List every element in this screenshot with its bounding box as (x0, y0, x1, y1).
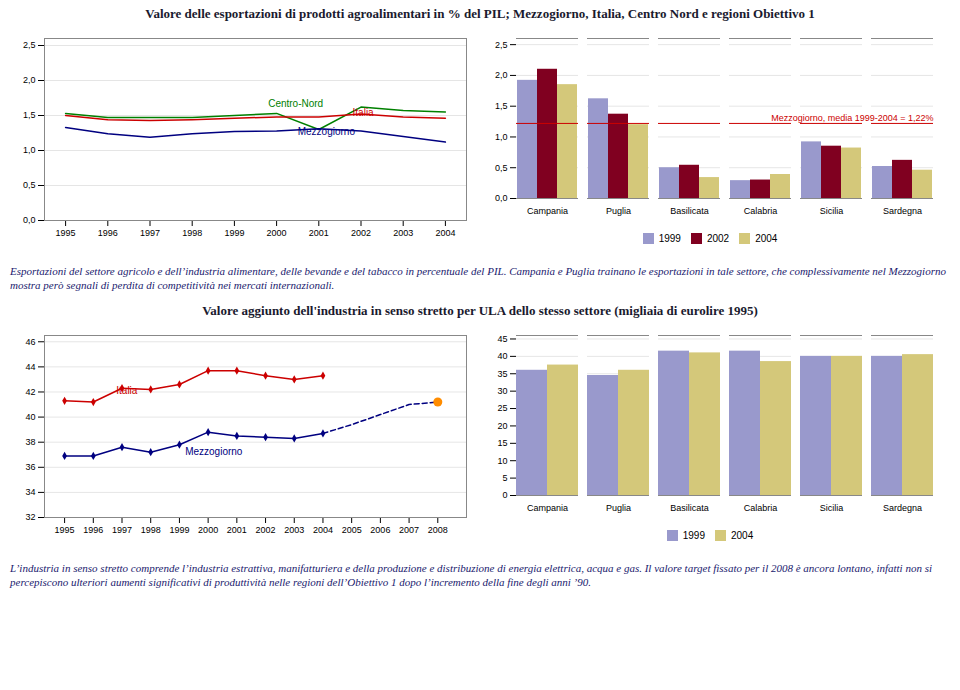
svg-text:2003: 2003 (393, 228, 413, 238)
svg-text:1997: 1997 (112, 524, 132, 534)
svg-text:1,0: 1,0 (23, 145, 36, 155)
html-text:L’industria in senso stretto c: L’industria in senso stretto comprende l… (10, 561, 932, 588)
svg-text:0: 0 (502, 490, 507, 500)
svg-text:2003: 2003 (284, 524, 304, 534)
html-text:2004: 2004 (755, 233, 778, 244)
html-text:Valore aggiunto dell'industria: Valore aggiunto dell'industria in senso … (202, 302, 758, 318)
svg-text:Campania: Campania (527, 206, 568, 216)
html-text:1999: 1999 (658, 233, 681, 244)
svg-text:34: 34 (25, 487, 35, 497)
svg-text:2,5: 2,5 (495, 40, 508, 50)
svg-text:2000: 2000 (198, 524, 218, 534)
svg-text:38: 38 (25, 437, 35, 447)
svg-text:Calabria: Calabria (744, 206, 778, 216)
svg-text:Centro-Nord: Centro-Nord (268, 98, 323, 109)
svg-text:Mezzogiorno: Mezzogiorno (185, 445, 243, 456)
svg-text:44: 44 (25, 361, 35, 371)
svg-text:32: 32 (25, 512, 35, 522)
svg-text:0,0: 0,0 (23, 215, 36, 225)
svg-text:2002: 2002 (256, 524, 276, 534)
svg-text:2004: 2004 (435, 228, 455, 238)
svg-text:1998: 1998 (182, 228, 202, 238)
html-text:2004: 2004 (731, 529, 754, 541)
svg-text:36: 36 (25, 462, 35, 472)
svg-text:1999: 1999 (169, 524, 189, 534)
svg-text:Puglia: Puglia (606, 502, 631, 512)
html-text:2002: 2002 (706, 233, 730, 244)
svg-text:5: 5 (502, 473, 507, 483)
svg-text:0,0: 0,0 (495, 193, 508, 203)
svg-text:42: 42 (25, 386, 35, 396)
svg-text:2,0: 2,0 (495, 70, 508, 80)
svg-text:2008: 2008 (428, 524, 448, 534)
svg-text:2006: 2006 (370, 524, 390, 534)
svg-text:35: 35 (497, 368, 507, 378)
svg-text:Sicilia: Sicilia (820, 206, 844, 216)
svg-text:Italia: Italia (353, 107, 375, 118)
svg-text:1996: 1996 (98, 228, 118, 238)
html-text:1999: 1999 (682, 529, 705, 541)
svg-text:Sardegna: Sardegna (883, 502, 922, 512)
svg-text:40: 40 (25, 412, 35, 422)
svg-text:46: 46 (25, 336, 35, 346)
svg-text:2001: 2001 (309, 228, 329, 238)
svg-text:Sicilia: Sicilia (820, 502, 844, 512)
svg-text:Basilicata: Basilicata (670, 502, 709, 512)
svg-text:2,5: 2,5 (23, 40, 36, 50)
svg-text:1995: 1995 (55, 524, 75, 534)
svg-text:0,5: 0,5 (495, 163, 508, 173)
svg-text:Mezzogiorno: Mezzogiorno (298, 126, 356, 137)
svg-text:Puglia: Puglia (606, 206, 631, 216)
svg-text:1997: 1997 (140, 228, 160, 238)
svg-text:Basilicata: Basilicata (670, 206, 709, 216)
html-text:Valore delle esportazioni di p: Valore delle esportazioni di prodotti ag… (145, 6, 815, 21)
svg-text:1,5: 1,5 (23, 110, 36, 120)
svg-text:2004: 2004 (313, 524, 333, 534)
svg-text:25: 25 (497, 403, 507, 413)
svg-text:1996: 1996 (83, 524, 103, 534)
svg-text:2007: 2007 (399, 524, 419, 534)
svg-text:2002: 2002 (351, 228, 371, 238)
svg-text:1998: 1998 (141, 524, 161, 534)
svg-text:Campania: Campania (527, 502, 568, 512)
svg-text:30: 30 (497, 386, 507, 396)
svg-text:1,5: 1,5 (495, 101, 508, 111)
svg-text:20: 20 (497, 420, 507, 430)
svg-text:40: 40 (497, 351, 507, 361)
svg-text:1999: 1999 (224, 228, 244, 238)
svg-text:Calabria: Calabria (744, 502, 778, 512)
svg-text:45: 45 (497, 333, 507, 343)
html-text:Esportazioni del settore agric: Esportazioni del settore agricolo e dell… (10, 265, 946, 292)
svg-text:Mezzogiorno, media 1999-2004 =: Mezzogiorno, media 1999-2004 = 1,22% (771, 113, 933, 123)
svg-text:2,0: 2,0 (23, 75, 36, 85)
svg-text:1,0: 1,0 (495, 132, 508, 142)
svg-text:0,5: 0,5 (23, 180, 36, 190)
svg-text:15: 15 (497, 438, 507, 448)
svg-text:Sardegna: Sardegna (883, 206, 922, 216)
svg-text:2005: 2005 (342, 524, 362, 534)
svg-text:2001: 2001 (227, 524, 247, 534)
svg-text:Italia: Italia (116, 385, 138, 396)
svg-text:2000: 2000 (267, 228, 287, 238)
svg-text:10: 10 (497, 455, 507, 465)
svg-text:1995: 1995 (56, 228, 76, 238)
